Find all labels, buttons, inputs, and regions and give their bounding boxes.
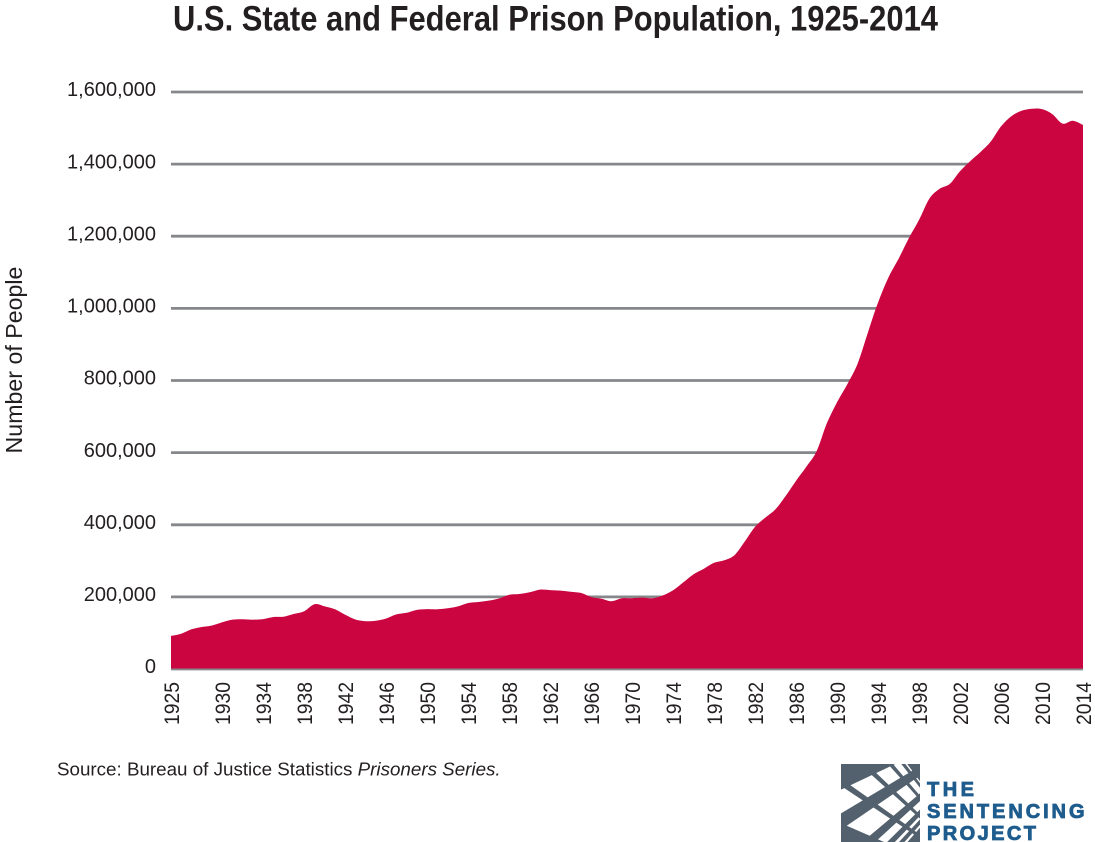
svg-text:1,200,000: 1,200,000 [67, 223, 156, 245]
svg-text:800,000: 800,000 [84, 368, 156, 390]
svg-text:THE: THE [927, 779, 974, 801]
svg-text:1,000,000: 1,000,000 [67, 296, 156, 318]
svg-text:1950: 1950 [417, 682, 440, 725]
svg-text:1998: 1998 [909, 682, 932, 725]
svg-text:1962: 1962 [540, 682, 563, 725]
svg-text:1982: 1982 [745, 682, 768, 725]
svg-text:PROJECT: PROJECT [927, 823, 1036, 842]
svg-text:1930: 1930 [212, 682, 235, 725]
svg-text:1942: 1942 [335, 682, 358, 725]
svg-text:1938: 1938 [294, 682, 317, 725]
svg-text:1978: 1978 [704, 682, 727, 725]
svg-text:2006: 2006 [991, 682, 1014, 725]
svg-text:1958: 1958 [499, 682, 522, 725]
svg-text:400,000: 400,000 [84, 512, 156, 534]
svg-text:2014: 2014 [1073, 682, 1095, 725]
svg-text:1974: 1974 [663, 682, 686, 725]
svg-text:1925: 1925 [161, 682, 184, 725]
svg-text:Source: Bureau of Justice Stat: Source: Bureau of Justice Statistics Pri… [57, 759, 501, 780]
svg-text:600,000: 600,000 [84, 440, 156, 462]
svg-text:1990: 1990 [827, 682, 850, 725]
svg-text:1986: 1986 [786, 682, 809, 725]
svg-text:1,400,000: 1,400,000 [67, 151, 156, 173]
svg-text:1970: 1970 [622, 682, 645, 725]
svg-text:1954: 1954 [458, 682, 481, 725]
svg-text:U.S. State and Federal Prison: U.S. State and Federal Prison Population… [173, 0, 938, 39]
svg-text:1,600,000: 1,600,000 [67, 79, 156, 101]
svg-text:Number of People: Number of People [1, 267, 27, 454]
svg-text:1966: 1966 [581, 682, 604, 725]
svg-text:1946: 1946 [376, 682, 399, 725]
svg-text:2010: 2010 [1032, 682, 1055, 725]
svg-text:1994: 1994 [868, 682, 891, 725]
svg-text:200,000: 200,000 [84, 584, 156, 606]
svg-text:1934: 1934 [253, 682, 276, 725]
svg-text:0: 0 [145, 656, 156, 678]
svg-text:2002: 2002 [950, 682, 973, 725]
